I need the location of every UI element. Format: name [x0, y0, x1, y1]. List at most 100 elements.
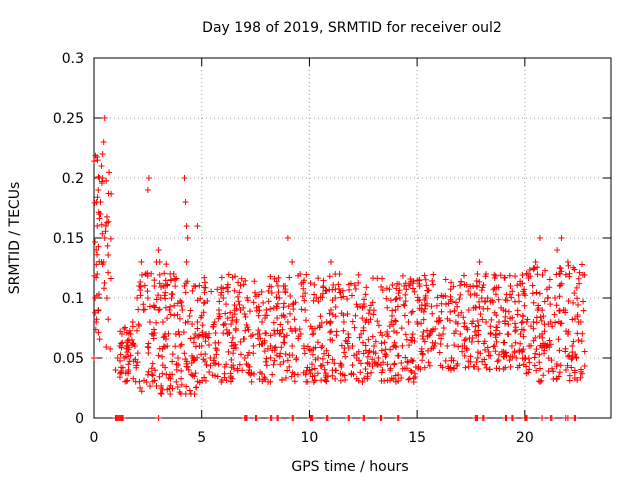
data-point — [351, 352, 358, 359]
data-point — [107, 275, 114, 282]
data-point — [282, 374, 289, 381]
data-point — [463, 281, 470, 288]
data-point — [246, 349, 253, 356]
data-point — [515, 292, 522, 299]
data-point — [242, 327, 249, 334]
data-point — [360, 327, 367, 334]
data-point — [450, 283, 457, 290]
data-point — [336, 289, 343, 296]
data-point — [393, 295, 400, 302]
data-point — [171, 312, 178, 319]
data-point — [562, 271, 569, 278]
data-point — [408, 369, 415, 376]
data-point — [444, 343, 451, 349]
data-point — [387, 346, 394, 353]
data-point — [454, 360, 461, 367]
data-point — [454, 303, 461, 310]
data-point — [241, 355, 248, 361]
data-point — [436, 315, 443, 322]
data-point — [375, 355, 382, 361]
data-point — [304, 378, 311, 385]
data-point — [465, 288, 472, 295]
data-point — [487, 323, 494, 330]
data-point — [552, 319, 559, 326]
data-point — [255, 327, 262, 334]
data-point — [366, 348, 373, 355]
zero-data-point — [346, 415, 353, 421]
data-point — [529, 290, 536, 297]
data-point — [190, 339, 197, 346]
y-axis-ticks: 0 0.05 0.1 0.15 0.2 0.25 0.3 — [53, 51, 611, 427]
data-point — [484, 294, 491, 301]
data-point — [304, 364, 311, 371]
zero-data-point — [503, 415, 510, 421]
data-point — [437, 340, 444, 347]
data-point — [477, 311, 484, 318]
data-point — [345, 334, 352, 341]
data-point — [452, 328, 459, 335]
data-point — [396, 295, 403, 301]
data-point — [556, 307, 563, 314]
data-point — [151, 277, 158, 284]
data-point — [326, 310, 333, 317]
data-point — [409, 331, 416, 337]
data-point — [375, 322, 382, 329]
data-point — [403, 286, 410, 293]
data-point — [182, 319, 189, 326]
data-point — [422, 302, 429, 309]
data-point — [95, 187, 102, 193]
data-point — [471, 328, 478, 335]
data-point — [580, 298, 587, 305]
data-point — [98, 221, 105, 228]
data-point — [91, 199, 98, 206]
data-point — [518, 326, 525, 333]
data-point — [180, 329, 187, 336]
data-point — [263, 355, 270, 362]
data-point — [228, 339, 235, 346]
data-point — [330, 282, 337, 289]
data-point — [327, 336, 334, 343]
data-point — [577, 366, 584, 373]
data-points — [91, 115, 588, 421]
data-point — [231, 287, 238, 294]
data-point — [191, 373, 198, 380]
data-point — [169, 358, 176, 365]
data-point — [496, 330, 503, 337]
data-point — [536, 359, 543, 366]
data-point — [498, 304, 505, 311]
data-point — [133, 327, 140, 334]
data-point — [502, 313, 509, 320]
data-point — [232, 325, 239, 332]
data-point — [244, 352, 251, 359]
data-point — [369, 299, 376, 306]
data-point — [377, 361, 384, 368]
data-point — [117, 351, 124, 358]
y-tick-label: 0.15 — [53, 231, 84, 247]
data-point — [155, 352, 162, 359]
data-point — [409, 280, 416, 287]
data-point — [129, 323, 136, 330]
data-point — [329, 356, 336, 363]
data-point — [144, 371, 151, 378]
data-point — [281, 339, 288, 346]
data-point — [558, 320, 565, 327]
data-point — [95, 209, 102, 216]
data-point — [238, 275, 245, 282]
data-point — [225, 271, 232, 278]
data-point — [371, 343, 378, 349]
data-point — [200, 300, 207, 307]
data-point — [492, 348, 499, 355]
data-point — [541, 321, 548, 328]
data-point — [184, 278, 191, 285]
data-point — [420, 316, 427, 323]
chart-title: Day 198 of 2019, SRMTID for receiver oul… — [202, 20, 502, 36]
data-point — [332, 313, 339, 320]
data-point — [165, 330, 172, 337]
data-point — [261, 339, 268, 346]
data-point — [255, 303, 262, 310]
data-point — [161, 270, 168, 277]
data-point — [563, 328, 570, 335]
data-point — [555, 373, 562, 380]
data-point — [481, 338, 488, 345]
